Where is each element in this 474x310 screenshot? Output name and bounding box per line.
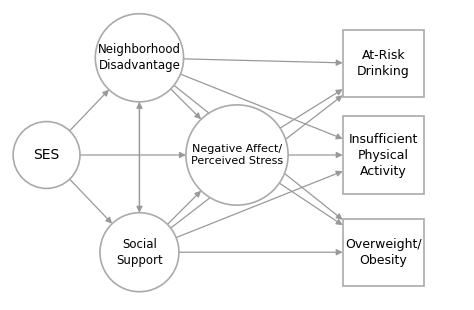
FancyBboxPatch shape [343, 116, 424, 194]
Text: Insufficient
Physical
Activity: Insufficient Physical Activity [349, 132, 418, 178]
Ellipse shape [100, 213, 179, 292]
Ellipse shape [95, 14, 183, 102]
Ellipse shape [186, 105, 288, 205]
Text: Overweight/
Obesity: Overweight/ Obesity [345, 238, 422, 267]
Text: Social
Support: Social Support [116, 238, 163, 267]
Text: Neighborhood
Disadvantage: Neighborhood Disadvantage [98, 43, 181, 72]
FancyBboxPatch shape [343, 30, 424, 97]
Text: At-Risk
Drinking: At-Risk Drinking [357, 49, 410, 78]
FancyBboxPatch shape [343, 219, 424, 286]
Text: Negative Affect/
Perceived Stress: Negative Affect/ Perceived Stress [191, 144, 283, 166]
Ellipse shape [13, 122, 80, 188]
Text: SES: SES [34, 148, 60, 162]
